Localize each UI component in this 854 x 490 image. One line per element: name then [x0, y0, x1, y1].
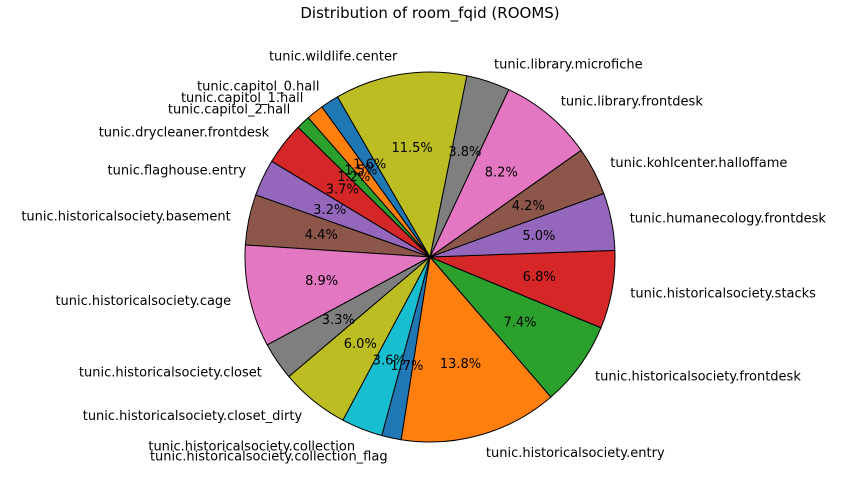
slice-category-label: tunic.capitol_0.hall	[197, 80, 319, 95]
slice-percent-label: 6.8%	[523, 270, 556, 285]
pie-category-labels: tunic.capitol_0.halltunic.capitol_1.hall…	[21, 50, 826, 465]
slice-percent-label: 1.2%	[337, 170, 370, 185]
slice-percent-label: 4.2%	[512, 199, 545, 214]
pie-slices	[244, 71, 616, 443]
slice-category-label: tunic.drycleaner.frontdesk	[99, 126, 270, 141]
slice-category-label: tunic.library.microfiche	[494, 57, 643, 72]
slice-percent-label: 3.8%	[448, 145, 481, 160]
pie-slice	[337, 71, 468, 258]
pie-slice	[429, 89, 582, 258]
slice-category-label: tunic.historicalsociety.stacks	[630, 287, 816, 302]
slice-percent-label: 4.4%	[305, 228, 338, 243]
chart-title: Distribution of room_fqid (ROOMS)	[300, 4, 559, 23]
slice-percent-label: 8.2%	[485, 165, 518, 180]
slice-category-label: tunic.historicalsociety.collection	[148, 440, 355, 455]
slice-percent-label: 3.7%	[326, 182, 359, 197]
slice-category-label: tunic.wildlife.center	[269, 50, 398, 65]
pie-slice	[244, 244, 431, 346]
slice-category-label: tunic.kohlcenter.halloffame	[610, 156, 787, 171]
slice-category-label: tunic.historicalsociety.cage	[55, 294, 231, 309]
slice-category-label: tunic.capitol_1.hall	[181, 91, 303, 106]
slice-category-label: tunic.historicalsociety.closet	[79, 365, 262, 380]
slice-percent-label: 7.4%	[503, 316, 536, 331]
pie-percent-labels: 1.6%1.5%1.2%3.7% 3.2% 4.4% 8.9% 3.3% 6.0% 3.6%…	[305, 141, 556, 374]
slice-percent-label: 3.6%	[373, 354, 406, 369]
slice-category-label: tunic.historicalsociety.collection_flag	[150, 450, 388, 465]
slice-category-label: tunic.library.frontdesk	[561, 95, 704, 110]
slice-percent-label: 8.9%	[305, 274, 338, 289]
slice-percent-label: 1.6%	[353, 157, 386, 172]
slice-category-label: tunic.capitol_2.hall	[168, 103, 290, 118]
slice-category-label: tunic.flaghouse.entry	[108, 163, 247, 178]
slice-category-label: tunic.historicalsociety.frontdesk	[595, 370, 801, 385]
slice-percent-label: 5.0%	[522, 229, 555, 244]
slice-percent-label: 3.3%	[322, 313, 355, 328]
slice-category-label: tunic.historicalsociety.entry	[486, 446, 665, 461]
slice-category-label: tunic.historicalsociety.closet_dirty	[83, 409, 303, 424]
slice-category-label: tunic.humanecology.frontdesk	[630, 212, 827, 227]
slice-percent-label: 6.0%	[344, 337, 377, 352]
slice-percent-label: 1.5%	[344, 164, 377, 179]
pie-slice	[400, 256, 552, 443]
slice-percent-label: 13.8%	[440, 357, 481, 372]
slice-percent-label: 1.7%	[390, 359, 423, 374]
slice-percent-label: 11.5%	[391, 141, 432, 156]
slice-percent-label: 3.2%	[313, 203, 346, 218]
slice-category-label: tunic.historicalsociety.basement	[21, 209, 230, 224]
